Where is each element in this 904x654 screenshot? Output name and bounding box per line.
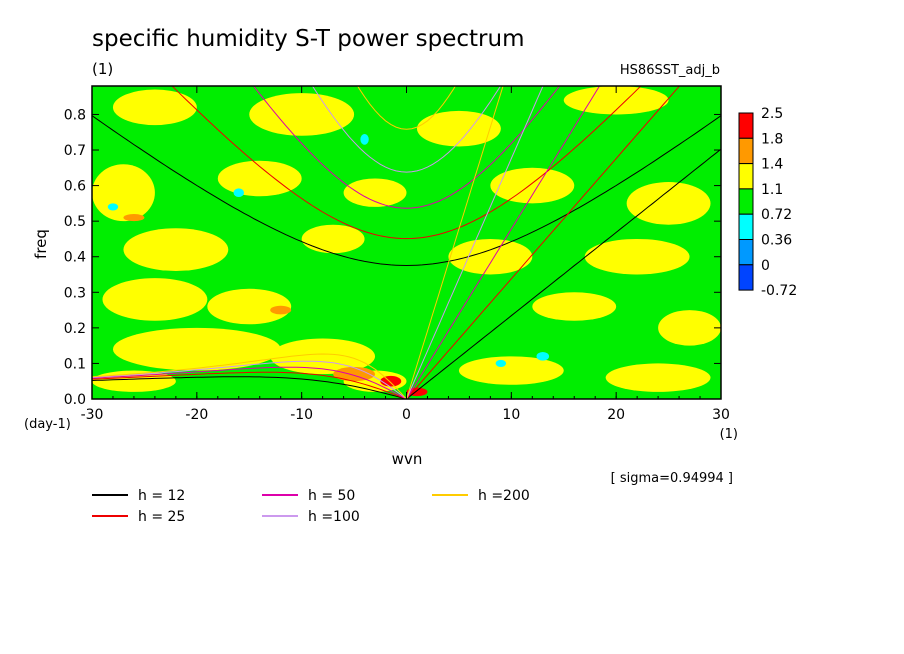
run-label: HS86SST_adj_b <box>620 63 720 78</box>
dispersion-curve <box>92 376 407 399</box>
colorbar-label: 1.1 <box>761 182 783 198</box>
colorbar-label: 0.72 <box>761 207 792 223</box>
x-axis-ticks: -30 -20 -10 0 10 20 30 <box>81 86 730 423</box>
dispersion-curve <box>406 148 721 399</box>
x-unit-label: (1) <box>720 427 738 442</box>
heatmap-blob <box>416 110 501 147</box>
colorbar-label: 1.8 <box>761 131 783 147</box>
y-tick-label: 0.0 <box>64 392 86 408</box>
heatmap-blob <box>92 164 155 222</box>
x-tick-label: -10 <box>290 407 313 423</box>
chart-title: specific humidity S-T power spectrum <box>92 26 524 52</box>
heatmap-blob <box>658 310 721 346</box>
colorbar-swatch <box>738 137 754 165</box>
heatmap-blob <box>333 366 376 382</box>
y-tick-label: 0.3 <box>64 285 86 301</box>
dispersion-curve <box>406 86 601 399</box>
x-tick-label: -30 <box>81 407 104 423</box>
heatmap-blob <box>270 305 292 315</box>
y-axis-ticks: 0.0 0.1 0.2 0.3 0.4 0.5 0.6 0.7 0.8 <box>64 107 721 408</box>
dispersion-curve <box>252 86 561 209</box>
dispersion-curve <box>406 86 544 399</box>
colorbar-swatch <box>738 239 754 266</box>
y-tick-label: 0.5 <box>64 214 86 230</box>
colorbar: 2.5 1.8 1.4 1.1 0.72 0.36 0 -0.72 <box>738 106 797 299</box>
heatmap-blob <box>495 359 507 367</box>
heatmap-blob <box>490 167 575 204</box>
colorbar-label: 0 <box>761 258 770 274</box>
heatmap-blob <box>626 182 711 225</box>
heatmap-blob <box>458 356 564 385</box>
y-unit-label: (day-1) <box>24 417 71 432</box>
dispersion-curve <box>171 86 642 240</box>
colorbar-swatch <box>738 112 754 139</box>
x-tick-label: 30 <box>712 407 730 423</box>
legend-label: h = 25 <box>138 509 185 525</box>
colorbar-swatch <box>738 163 754 190</box>
units-label: (1) <box>92 60 113 78</box>
dispersion-curve <box>92 371 407 399</box>
y-tick-label: 0.4 <box>64 250 86 266</box>
heatmap-blob <box>217 160 302 197</box>
heatmap-blob <box>360 134 369 145</box>
colorbar-swatch <box>738 188 754 215</box>
heatmap-blob <box>207 288 292 325</box>
x-tick-label: 10 <box>502 407 520 423</box>
colorbar-label: 0.36 <box>761 233 792 249</box>
heatmap-blob <box>107 203 119 211</box>
y-axis-label: freq <box>32 229 50 259</box>
dispersion-curve <box>92 366 407 399</box>
colorbar-label: 2.5 <box>761 106 783 122</box>
heatmap-blob <box>270 338 376 375</box>
heatmap-blob <box>233 188 245 197</box>
heatmap-blob <box>563 86 669 115</box>
dispersion-curve <box>92 360 407 399</box>
colorbar-label: -0.72 <box>761 283 797 299</box>
heatmap-blob <box>123 214 145 222</box>
curve-legend: h = 12 h = 25 h = 50 h =100 h =200 <box>92 488 530 525</box>
heatmap-blob <box>536 352 550 361</box>
dispersion-curve <box>311 86 502 173</box>
legend-label: h =200 <box>478 488 530 504</box>
y-tick-label: 0.2 <box>64 321 86 337</box>
dispersion-curve <box>92 115 721 267</box>
heatmap-blob <box>605 363 711 392</box>
heatmap-blob <box>301 224 365 254</box>
heatmap-blob <box>112 89 197 126</box>
x-axis-label: wvn <box>392 450 423 468</box>
colorbar-swatch <box>738 213 754 240</box>
sigma-note: [ sigma=0.94994 ] <box>611 471 733 486</box>
dispersion-curves <box>92 86 721 399</box>
heatmap-blob <box>102 278 208 321</box>
heatmap-blob <box>448 238 533 275</box>
x-tick-label: -20 <box>185 407 208 423</box>
legend-label: h = 50 <box>308 488 355 504</box>
heatmap-blob <box>112 327 281 371</box>
y-tick-label: 0.1 <box>64 356 86 372</box>
heatmap-blob <box>123 228 229 271</box>
legend-label: h = 12 <box>138 488 185 504</box>
x-tick-label: 20 <box>607 407 625 423</box>
heatmap-blob <box>584 238 690 275</box>
dispersion-curve <box>406 86 504 399</box>
y-tick-label: 0.7 <box>64 143 86 159</box>
colorbar-swatch <box>738 264 754 291</box>
y-tick-label: 0.8 <box>64 107 86 123</box>
heatmap-blob <box>380 375 402 387</box>
colorbar-label: 1.4 <box>761 157 783 173</box>
heatmap-blob <box>343 178 407 207</box>
dispersion-curve <box>357 86 456 130</box>
dispersion-curve <box>406 86 681 399</box>
dispersion-curve <box>92 353 407 399</box>
heatmap-blob <box>532 292 617 321</box>
legend-label: h =100 <box>308 509 360 525</box>
y-tick-label: 0.6 <box>64 179 86 195</box>
x-tick-label: 0 <box>402 407 411 423</box>
heatmap-blob <box>249 93 355 136</box>
